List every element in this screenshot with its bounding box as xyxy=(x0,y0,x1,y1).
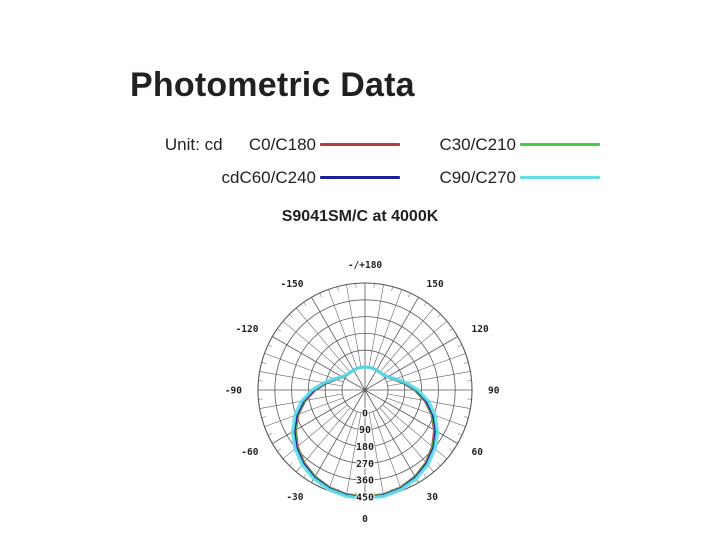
legend-swatch-c90-c270 xyxy=(520,176,600,179)
legend-unit-label: Unit: cd xyxy=(164,134,223,154)
radial-tick-label-halo: 270 xyxy=(356,459,374,470)
legend-label-c0-c180: C0/C180 xyxy=(248,134,316,154)
legend-row: cd C60/C240 C90/C270 xyxy=(130,161,600,194)
legend-label-c90-c270: C90/C270 xyxy=(439,167,516,187)
angle-tick-label: 60 xyxy=(472,447,484,458)
polar-curves xyxy=(290,365,440,501)
polar-grid xyxy=(257,282,473,498)
radial-tick-label-halo: 90 xyxy=(359,425,371,436)
legend-cell-left: cd C60/C240 xyxy=(130,168,400,188)
polar-plot-svg: -/+180-150-120-90-60-3003060901201500090… xyxy=(225,260,500,525)
legend-row: Unit: cd C0/C180 C30/C210 xyxy=(130,128,600,161)
radial-tick-label-halo: 450 xyxy=(356,492,374,503)
radial-tick-label-halo: 0 xyxy=(362,408,368,419)
radial-tick-label: 270 xyxy=(356,459,374,470)
radial-tick-label: 450 xyxy=(356,492,374,503)
legend-swatch-c0-c180 xyxy=(320,143,400,146)
radial-tick-label: 90 xyxy=(359,425,371,436)
angle-tick-label: 30 xyxy=(427,492,439,503)
angle-tick-label: -60 xyxy=(241,447,258,458)
angle-tick-label: 90 xyxy=(488,386,500,397)
radial-tick-label: 180 xyxy=(356,442,374,453)
legend-cell-left: Unit: cd C0/C180 xyxy=(130,135,400,155)
polar-axis-labels: -/+180-150-120-90-60-3003060901201500090… xyxy=(225,260,500,525)
legend-swatch-c60-c240 xyxy=(320,176,400,179)
legend-unit-label-2: cd xyxy=(221,167,240,187)
radial-tick-label: 0 xyxy=(362,408,368,419)
angle-tick-label: 120 xyxy=(472,324,489,335)
legend-swatch-c30-c210 xyxy=(520,143,600,146)
radial-tick-label: 360 xyxy=(356,476,374,487)
angle-tick-label: -150 xyxy=(281,279,304,290)
radial-tick-label-halo: 180 xyxy=(356,442,374,453)
angle-tick-label: -30 xyxy=(286,492,303,503)
angle-tick-label: 150 xyxy=(427,279,444,290)
page-title: Photometric Data xyxy=(130,66,415,104)
angle-tick-label: 0 xyxy=(362,514,368,525)
angle-tick-label: -90 xyxy=(225,386,242,397)
legend-label-c60-c240: C60/C240 xyxy=(239,167,316,187)
chart-title: S9041SM/C at 4000K xyxy=(281,208,439,225)
angle-tick-label: -/+180 xyxy=(348,260,383,271)
angle-tick-label: -120 xyxy=(236,324,259,335)
polar-intensity-chart: -/+180 -150 -120 -90 -60 -30 0 30 60 90 120 150 0 0 90… xyxy=(215,245,515,530)
legend-cell-right: C90/C270 xyxy=(400,168,600,188)
legend-label-c30-c210: C30/C210 xyxy=(439,134,516,154)
legend-cell-right: C30/C210 xyxy=(400,135,600,155)
legend: Unit: cd C0/C180 C30/C210 cd C60/C240 C9… xyxy=(130,128,600,194)
radial-tick-label-halo: 360 xyxy=(356,476,374,487)
